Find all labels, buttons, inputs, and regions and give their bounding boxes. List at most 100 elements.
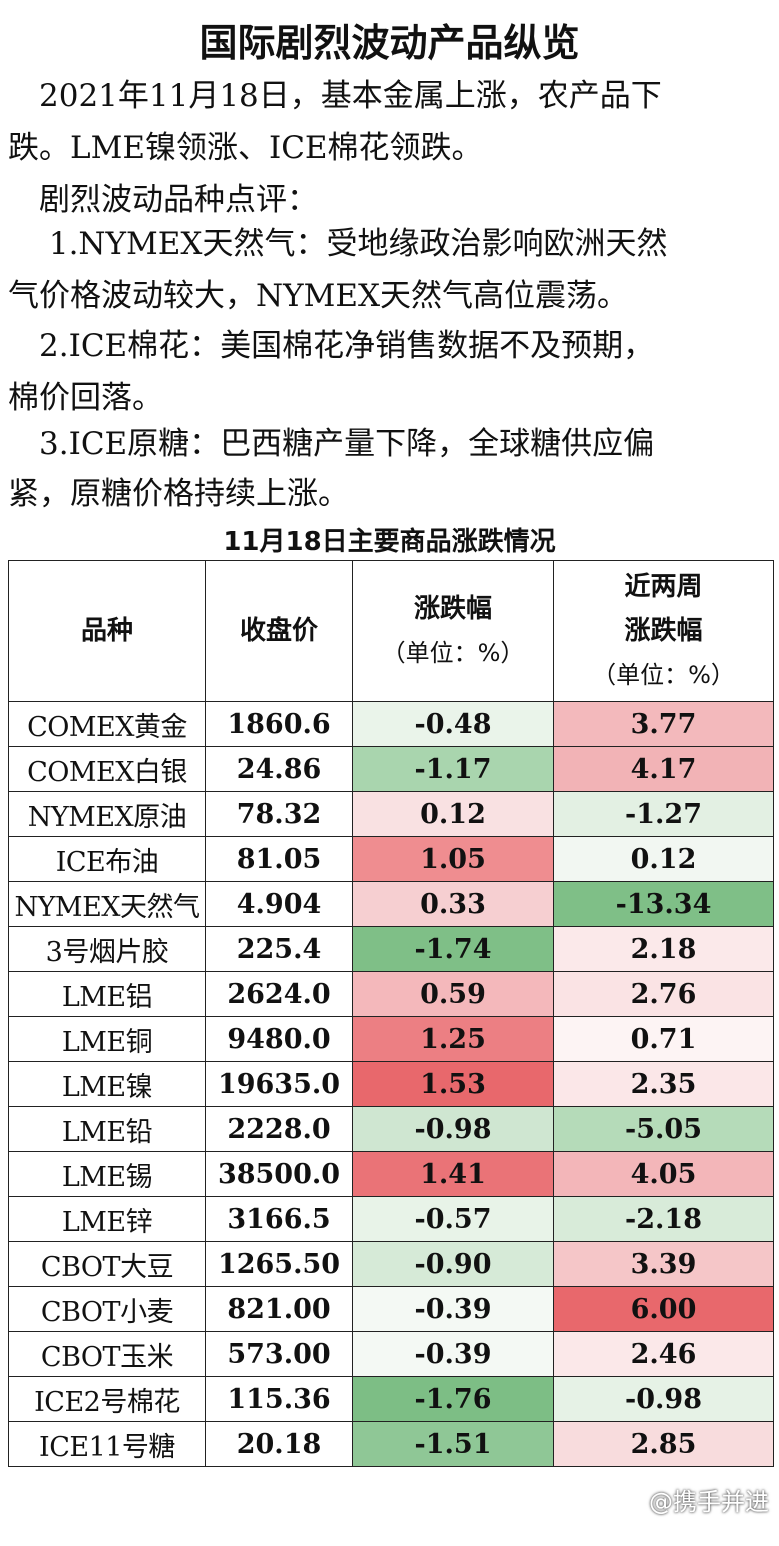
table-title: 11月18日主要商品涨跌情况 [223, 527, 556, 557]
table-header-row: 品种 收盘价 涨跌幅 （单位：%） 近两周 涨跌幅 （单位：%） [8, 560, 774, 702]
table-row: ICE2号棉花 115.36 -1.76 -0.98 [8, 1376, 774, 1422]
cell-variety: LME铅 [8, 1106, 206, 1152]
cell-change: -0.39 [352, 1331, 554, 1377]
paragraph-3-line-1: 1.NYMEX天然气：受地缘政治影响欧洲天然 [8, 226, 668, 262]
cell-close: 115.36 [205, 1376, 353, 1422]
cell-change: -0.57 [352, 1196, 554, 1242]
cell-variety: COMEX黄金 [8, 701, 206, 747]
cell-change: 1.25 [352, 1016, 554, 1062]
cell-change: 1.41 [352, 1151, 554, 1197]
cell-change: -1.76 [352, 1376, 554, 1422]
table-row: CBOT玉米 573.00 -0.39 2.46 [8, 1331, 774, 1377]
table-row: 3号烟片胶 225.4 -1.74 2.18 [8, 926, 774, 972]
header-change: 涨跌幅 （单位：%） [352, 560, 554, 702]
cell-variety: CBOT大豆 [8, 1241, 206, 1287]
cell-two-week-change: -0.98 [553, 1376, 774, 1422]
cell-close: 1265.50 [205, 1241, 353, 1287]
cell-variety: LME铝 [8, 971, 206, 1017]
cell-two-week-change: -2.18 [553, 1196, 774, 1242]
commodity-table: 品种 收盘价 涨跌幅 （单位：%） 近两周 涨跌幅 （单位：%） COMEX黄金… [8, 560, 774, 1467]
cell-two-week-change: 2.35 [553, 1061, 774, 1107]
paragraph-4-line-1: 2.ICE棉花：美国棉花净销售数据不及预期， [8, 328, 655, 364]
cell-change: 1.53 [352, 1061, 554, 1107]
cell-variety: NYMEX原油 [8, 791, 206, 837]
cell-variety: LME锡 [8, 1151, 206, 1197]
cell-two-week-change: -5.05 [553, 1106, 774, 1152]
cell-change: 0.33 [352, 881, 554, 927]
paragraph-4-line-2: 棉价回落。 [8, 380, 163, 416]
header-two-week-change: 近两周 涨跌幅 （单位：%） [553, 560, 774, 702]
cell-close: 38500.0 [205, 1151, 353, 1197]
cell-two-week-change: 3.39 [553, 1241, 774, 1287]
paragraph-3-line-2: 气价格波动较大，NYMEX天然气高位震荡。 [8, 278, 629, 314]
cell-close: 78.32 [205, 791, 353, 837]
cell-change: 1.05 [352, 836, 554, 882]
page-title: 国际剧烈波动产品纵览 [199, 21, 580, 65]
table-row: COMEX黄金 1860.6 -0.48 3.77 [8, 701, 774, 747]
cell-variety: ICE2号棉花 [8, 1376, 206, 1422]
cell-two-week-change: 0.71 [553, 1016, 774, 1062]
header-close: 收盘价 [205, 560, 353, 702]
table-row: LME铝 2624.0 0.59 2.76 [8, 971, 774, 1017]
cell-close: 2624.0 [205, 971, 353, 1017]
table-row: LME锡 38500.0 1.41 4.05 [8, 1151, 774, 1197]
cell-change: 0.12 [352, 791, 554, 837]
cell-close: 225.4 [205, 926, 353, 972]
cell-two-week-change: 0.12 [553, 836, 774, 882]
cell-variety: LME锌 [8, 1196, 206, 1242]
cell-change: -0.39 [352, 1286, 554, 1332]
paragraph-5-line-1: 3.ICE原糖：巴西糖产量下降，全球糖供应偏 [8, 426, 655, 462]
cell-two-week-change: 2.46 [553, 1331, 774, 1377]
cell-two-week-change: 2.76 [553, 971, 774, 1017]
cell-two-week-change: 3.77 [553, 701, 774, 747]
table-row: LME铅 2228.0 -0.98 -5.05 [8, 1106, 774, 1152]
cell-close: 821.00 [205, 1286, 353, 1332]
paragraph-2-line-1: 剧烈波动品种点评： [8, 182, 318, 218]
paragraph-1-line-2: 跌。LME镍领涨、ICE棉花领跌。 [8, 130, 483, 166]
table-row: LME镍 19635.0 1.53 2.35 [8, 1061, 774, 1107]
paragraph-5-line-2: 紧，原糖价格持续上涨。 [8, 476, 349, 512]
cell-two-week-change: -1.27 [553, 791, 774, 837]
table-row: NYMEX原油 78.32 0.12 -1.27 [8, 791, 774, 837]
cell-variety: COMEX白银 [8, 746, 206, 792]
cell-variety: LME铜 [8, 1016, 206, 1062]
cell-close: 81.05 [205, 836, 353, 882]
cell-close: 9480.0 [205, 1016, 353, 1062]
cell-two-week-change: 2.85 [553, 1421, 774, 1467]
cell-variety: CBOT玉米 [8, 1331, 206, 1377]
header-variety: 品种 [8, 560, 206, 702]
cell-variety: NYMEX天然气 [8, 881, 206, 927]
cell-variety: ICE布油 [8, 836, 206, 882]
cell-change: -1.74 [352, 926, 554, 972]
cell-variety: LME镍 [8, 1061, 206, 1107]
cell-change: -0.98 [352, 1106, 554, 1152]
cell-variety: 3号烟片胶 [8, 926, 206, 972]
cell-close: 1860.6 [205, 701, 353, 747]
cell-two-week-change: 2.18 [553, 926, 774, 972]
table-row: LME锌 3166.5 -0.57 -2.18 [8, 1196, 774, 1242]
paragraph-1-line-1: 2021年11月18日，基本金属上涨，农产品下 [8, 78, 662, 114]
cell-change: -0.90 [352, 1241, 554, 1287]
table-row: COMEX白银 24.86 -1.17 4.17 [8, 746, 774, 792]
cell-close: 573.00 [205, 1331, 353, 1377]
table-row: ICE布油 81.05 1.05 0.12 [8, 836, 774, 882]
table-row: CBOT大豆 1265.50 -0.90 3.39 [8, 1241, 774, 1287]
table-row: NYMEX天然气 4.904 0.33 -13.34 [8, 881, 774, 927]
cell-two-week-change: 6.00 [553, 1286, 774, 1332]
cell-variety: ICE11号糖 [8, 1421, 206, 1467]
cell-close: 2228.0 [205, 1106, 353, 1152]
watermark: @携手并进 [649, 1488, 769, 1516]
cell-change: -0.48 [352, 701, 554, 747]
table-row: CBOT小麦 821.00 -0.39 6.00 [8, 1286, 774, 1332]
cell-two-week-change: 4.17 [553, 746, 774, 792]
cell-variety: CBOT小麦 [8, 1286, 206, 1332]
cell-close: 19635.0 [205, 1061, 353, 1107]
cell-close: 20.18 [205, 1421, 353, 1467]
cell-change: -1.51 [352, 1421, 554, 1467]
cell-close: 3166.5 [205, 1196, 353, 1242]
cell-close: 4.904 [205, 881, 353, 927]
table-row: LME铜 9480.0 1.25 0.71 [8, 1016, 774, 1062]
cell-two-week-change: -13.34 [553, 881, 774, 927]
cell-change: -1.17 [352, 746, 554, 792]
cell-change: 0.59 [352, 971, 554, 1017]
